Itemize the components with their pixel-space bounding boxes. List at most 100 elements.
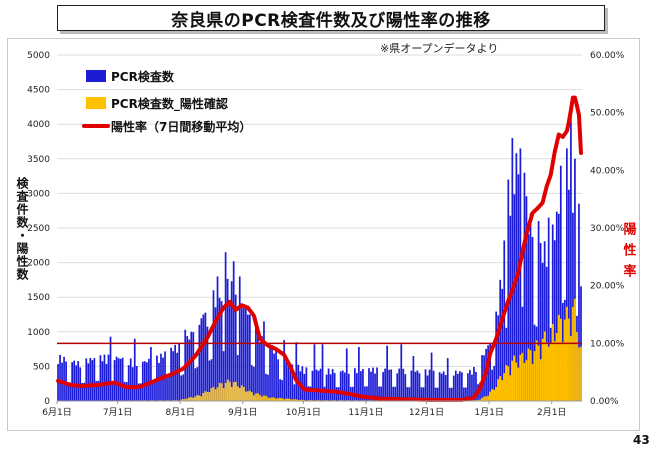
chart-title: 奈良県のPCR検査件数及び陽性率の推移 (171, 10, 491, 31)
bar-positives (242, 386, 245, 401)
rate-layer (56, 95, 583, 402)
legend-swatch-tests (86, 70, 106, 82)
bar-tests (291, 364, 294, 401)
bar-tests (273, 353, 275, 401)
bar-tests (148, 358, 150, 401)
bar-tests (83, 382, 86, 401)
bar-tests (317, 370, 320, 401)
bar-positives (277, 398, 279, 401)
bar-tests (531, 237, 534, 401)
source-note: ※県オープンデータより (380, 41, 498, 55)
bar-positives (259, 394, 261, 401)
bar-tests (329, 374, 332, 401)
bar-tests (553, 240, 556, 401)
bar-tests (362, 369, 364, 401)
bar-tests (572, 212, 574, 401)
bar-tests (234, 294, 237, 401)
bar-positives (483, 396, 485, 401)
bar-tests (495, 311, 498, 401)
bar-positives (559, 318, 562, 401)
bar-positives (549, 342, 552, 401)
bar-tests (570, 113, 572, 401)
bar-positives (248, 390, 251, 401)
bar-tests (93, 358, 96, 401)
bar-positives (279, 397, 281, 401)
bar-tests (343, 372, 346, 401)
bar-tests (188, 339, 191, 401)
bar-tests (420, 387, 423, 401)
bar-tests (75, 365, 78, 401)
y-tick-right: 40.00% (590, 166, 625, 176)
bar-tests (545, 266, 548, 401)
bar-tests (416, 370, 419, 401)
y-tick-right: 0.00% (590, 397, 619, 407)
bar-tests (253, 366, 255, 401)
bar-positives (204, 391, 207, 401)
bar-positives (475, 399, 477, 401)
bar-positives (487, 395, 489, 401)
bar-positives (568, 318, 570, 401)
bar-tests (426, 375, 429, 401)
bar-tests (392, 386, 395, 401)
x-tick-label: 11月1日 (348, 407, 383, 418)
bar-tests (368, 368, 370, 401)
bar-positives (537, 345, 540, 401)
bar-tests (559, 165, 562, 401)
bar-tests (289, 363, 292, 401)
bar-tests (380, 386, 382, 401)
bar-positives (234, 381, 237, 401)
bar-tests (267, 374, 269, 401)
bar-tests (248, 314, 251, 401)
bar-positives (295, 399, 298, 401)
bar-tests (186, 336, 189, 401)
bar-positives (281, 398, 284, 401)
bar-tests (471, 374, 473, 401)
bar-positives (180, 399, 183, 401)
bar-tests (154, 381, 156, 401)
bar-tests (406, 387, 409, 401)
bar-positives (289, 399, 292, 401)
bar-positives (501, 380, 504, 401)
bar-positives (232, 382, 235, 401)
bar-tests (339, 371, 342, 401)
bar-tests (364, 386, 366, 401)
bar-tests (370, 371, 372, 401)
bar-tests (69, 382, 71, 401)
bar-positives (503, 373, 506, 401)
bar-tests (269, 347, 271, 401)
bar-positives (479, 399, 481, 401)
bar-tests (271, 344, 273, 401)
bar-tests (180, 375, 183, 401)
bar-tests (113, 360, 116, 401)
bar-tests (335, 387, 338, 401)
legend-label-positives: PCR検査数_陽性確認 (111, 96, 228, 112)
bar-tests (366, 386, 368, 401)
bar-tests (475, 371, 477, 401)
axis-layer: 0 500 1000 1500 2000 2500 3000 3500 4000 4500 5000… (27, 51, 625, 418)
bar-tests (491, 369, 494, 401)
bar-tests (493, 365, 496, 401)
bar-tests (200, 318, 203, 401)
bar-tests (578, 203, 580, 401)
bar-positives (557, 314, 560, 401)
y-tick-right: 10.00% (590, 339, 625, 349)
bar-tests (450, 387, 453, 401)
bar-tests (125, 382, 128, 401)
bar-tests (158, 362, 160, 401)
bar-positives (202, 392, 205, 401)
bar-tests (123, 381, 126, 401)
bar-tests (428, 369, 431, 401)
bar-tests (499, 279, 502, 401)
bar-tests (240, 305, 243, 401)
bar-tests (244, 307, 247, 401)
bar-tests (394, 386, 397, 401)
bar-positives (539, 359, 542, 401)
bar-tests (551, 224, 554, 401)
bar-positives (267, 397, 269, 401)
bar-positives (265, 395, 267, 401)
bar-tests (319, 368, 322, 401)
bar-tests (309, 386, 312, 401)
bar-tests (497, 315, 500, 401)
bar-tests (501, 288, 504, 401)
bar-tests (77, 361, 80, 401)
